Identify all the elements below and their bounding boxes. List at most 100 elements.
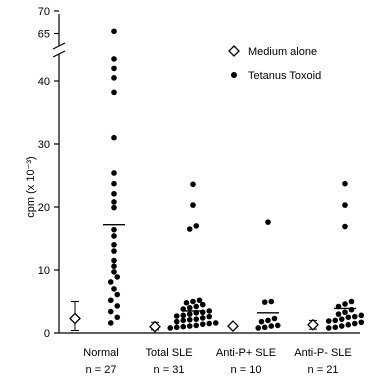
tetanus-point [342,223,348,230]
tetanus-point [107,279,114,285]
tetanus-point [206,320,213,327]
legend-label-medium: Medium alone [248,46,317,58]
tetanus-point [348,298,355,305]
tetanus-point [258,318,265,325]
tetanus-point [111,248,117,254]
chart-marks [69,28,365,333]
tetanus-point [111,75,117,81]
tetanus-point [111,204,117,211]
tetanus-point [111,56,117,62]
tetanus-point [261,324,268,331]
axis-break-mark [52,50,66,58]
tetanus-point [193,316,200,322]
tetanus-point [212,320,219,326]
tetanus-point [196,297,203,304]
tetanus-point [274,322,281,329]
tetanus-point [111,180,117,187]
tetanus-point [111,233,117,239]
tetanus-point [265,317,271,324]
tetanus-point [351,313,358,320]
y-tick-label: 20 [38,202,50,214]
legend-label-tetanus: Tetanus Toxoid [248,70,321,82]
medium-alone-point [307,318,319,331]
tetanus-point [111,134,117,141]
tetanus-point [111,226,117,233]
tetanus-point [190,181,196,188]
tetanus-point [114,314,121,321]
medium-alone-point [69,312,81,325]
tetanus-point [111,269,117,275]
tetanus-point [186,305,193,311]
tetanus-point [114,291,121,298]
y-tick-label: 65 [38,29,50,41]
tetanus-point [193,322,200,329]
tetanus-point [342,180,348,187]
tetanus-point [199,301,206,308]
y-tick-label: 30 [38,139,50,151]
y-axis-label: cpm (x 10⁻³) [25,156,37,217]
tetanus-point [107,308,114,315]
tetanus-point [325,325,332,331]
y-tick-label: 70 [38,6,50,18]
tetanus-point [186,311,193,317]
tetanus-point [271,315,278,322]
tetanus-point [332,324,339,331]
legend-marker-tetanus [231,72,237,78]
tetanus-point [342,202,348,208]
tetanus-point [342,301,348,307]
tetanus-point [167,325,174,331]
tetanus-point [265,219,271,225]
tetanus-point [199,321,206,327]
tetanus-point [186,226,193,232]
tetanus-point [111,28,117,35]
category-label: Normal [83,347,118,359]
tetanus-point [338,316,345,322]
tetanus-point [111,263,117,270]
tetanus-point [261,299,268,305]
y-tick-label: 0 [44,328,50,340]
tetanus-point [332,317,339,324]
tetanus-point [358,319,365,326]
category-label: Anti-P+ SLE [216,347,276,359]
tetanus-point [107,320,114,326]
tetanus-point [190,202,196,208]
tetanus-point [114,274,121,280]
n-label: n = 21 [308,364,339,376]
tetanus-point [345,322,352,328]
category-label: Anti-P- SLE [294,347,351,359]
tetanus-point [111,242,117,248]
axis-break-mark [52,42,66,50]
tetanus-point [183,299,190,306]
n-label: n = 31 [154,364,185,376]
n-label: n = 10 [231,364,262,376]
tetanus-point [186,323,193,329]
tetanus-point [186,316,193,323]
tetanus-point [180,323,187,330]
tetanus-point [180,317,187,324]
tetanus-point [111,190,117,197]
y-ticks: 0 10 20 30 40 65 70 [38,6,59,340]
tetanus-point [206,313,213,320]
tetanus-point [173,318,180,325]
tetanus-point [190,298,196,305]
tetanus-point [199,315,206,321]
y-tick-label: 10 [38,265,50,277]
medium-alone-point [227,320,239,332]
tetanus-point [111,89,117,96]
tetanus-point [111,170,117,176]
n-label: n = 27 [86,364,117,376]
tetanus-point [114,303,121,309]
tetanus-point [351,320,358,327]
tetanus-point [111,65,117,72]
tetanus-point [193,303,200,310]
tetanus-point [268,323,275,329]
tetanus-point [325,318,332,324]
tetanus-point [358,312,365,319]
tetanus-point [193,223,200,229]
tetanus-point [173,313,180,319]
tetanus-point [345,314,352,321]
tetanus-point [107,297,114,304]
legend: Medium alone Tetanus Toxoid [228,45,321,82]
tetanus-point [342,309,348,316]
